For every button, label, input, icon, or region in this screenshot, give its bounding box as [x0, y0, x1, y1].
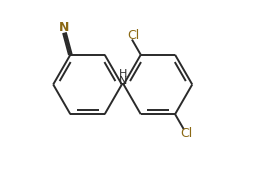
Text: N: N — [119, 76, 127, 86]
Text: Cl: Cl — [127, 29, 140, 42]
Text: Cl: Cl — [180, 127, 193, 140]
Text: N: N — [59, 21, 70, 34]
Text: H: H — [119, 69, 127, 79]
